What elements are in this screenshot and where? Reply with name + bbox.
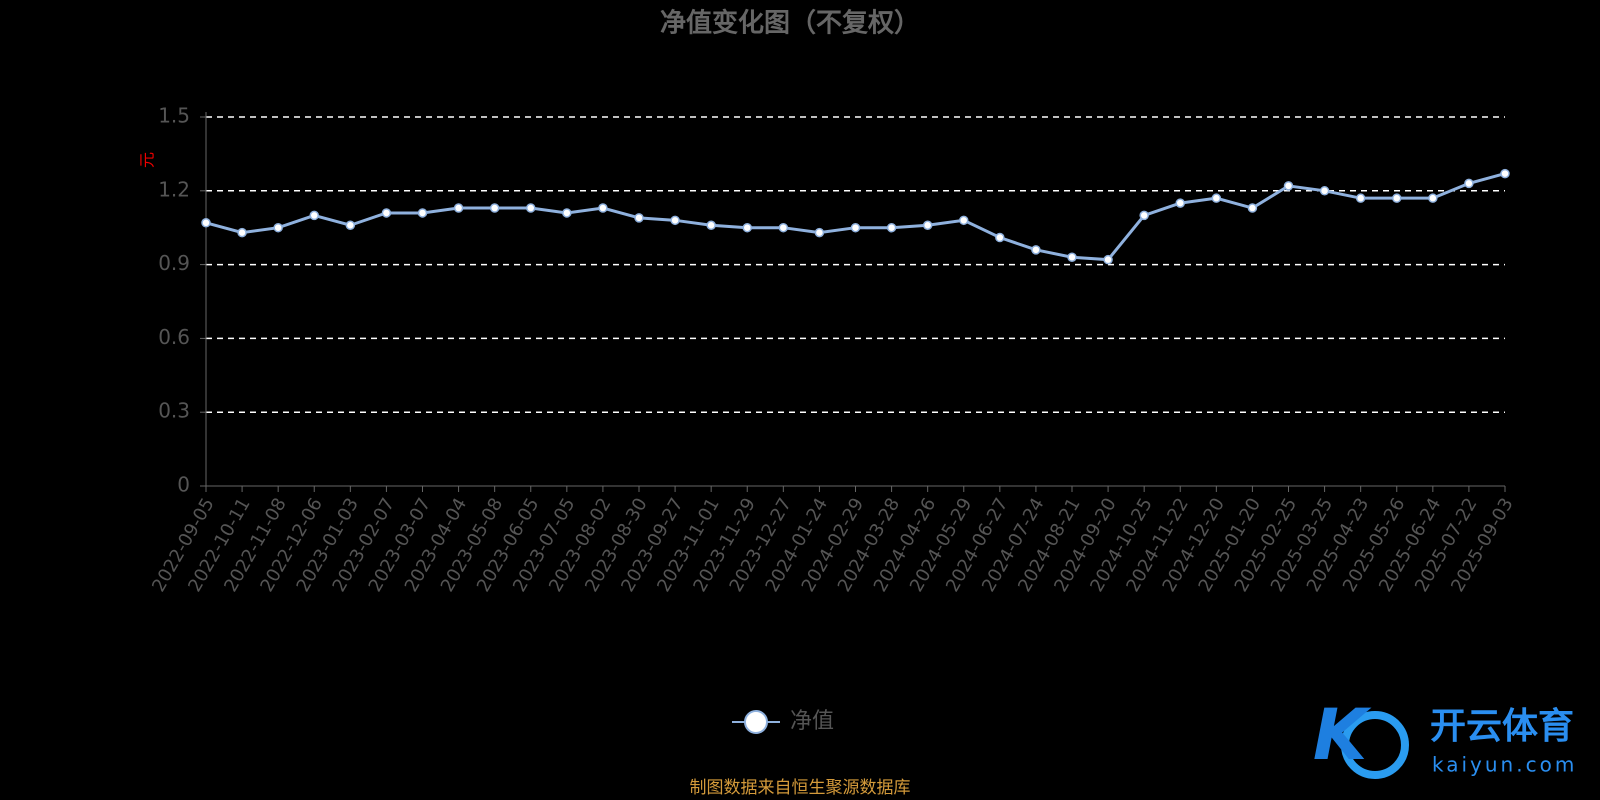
data-point <box>453 203 464 213</box>
data-point <box>562 208 572 218</box>
data-point <box>922 220 933 230</box>
data-point <box>1247 203 1258 213</box>
data-point <box>1211 193 1222 203</box>
y-unit: 元 <box>138 152 157 168</box>
y-tick-label: 0 <box>177 473 190 497</box>
data-point <box>1283 181 1294 191</box>
data-point <box>1355 193 1366 203</box>
data-point <box>1031 245 1041 255</box>
data-point <box>526 203 536 213</box>
data-point <box>995 232 1005 243</box>
data-point <box>742 222 752 233</box>
y-tick-label: 0.6 <box>158 325 190 349</box>
data-point <box>345 220 356 230</box>
data-point <box>959 215 969 226</box>
data-point <box>201 218 211 228</box>
data-point <box>814 227 825 238</box>
data-point <box>309 210 319 221</box>
data-point <box>634 213 644 223</box>
y-tick-label: 0.3 <box>158 399 190 423</box>
y-tick-label: 1.5 <box>158 104 190 128</box>
data-point <box>1175 198 1185 208</box>
data-point <box>1428 193 1438 203</box>
data-point <box>706 220 716 230</box>
chart-title: 净值变化图（不复权） <box>660 8 920 39</box>
data-point <box>1139 210 1149 221</box>
data-point <box>1464 178 1474 189</box>
data-point <box>273 222 283 233</box>
data-point <box>778 222 789 233</box>
data-point <box>886 222 897 233</box>
data-point <box>489 203 500 213</box>
data-point <box>850 222 861 233</box>
data-point <box>1319 186 1330 196</box>
watermark-url: kaiyun.com <box>1432 753 1577 777</box>
data-point <box>598 203 608 213</box>
data-point <box>1500 168 1510 179</box>
data-point <box>381 208 392 218</box>
y-tick-label: 0.9 <box>158 251 190 275</box>
legend-label: 净值 <box>790 709 834 734</box>
logo-k: K <box>1313 694 1372 776</box>
watermark: K 开云体育 kaiyun.com <box>1313 694 1577 779</box>
data-point <box>237 227 247 238</box>
series-line <box>205 172 1506 262</box>
source-note: 制图数据来自恒生聚源数据库 <box>690 778 911 798</box>
data-point <box>670 215 680 226</box>
watermark-brand: 开云体育 <box>1430 706 1574 747</box>
logo-ring <box>1341 711 1409 779</box>
data-point <box>1392 193 1402 203</box>
legend-marker <box>744 710 768 734</box>
data-point <box>417 208 428 218</box>
data-point <box>1103 254 1113 265</box>
data-point <box>1067 252 1077 262</box>
y-tick-label: 1.2 <box>158 177 190 201</box>
